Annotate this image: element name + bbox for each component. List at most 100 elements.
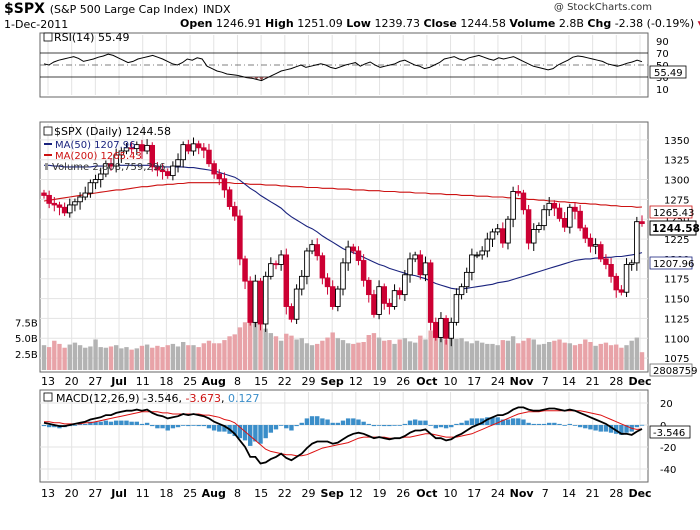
- candle: [242, 255, 248, 290]
- open-value: 1246.91: [216, 17, 262, 30]
- x-axis-label: 21: [586, 375, 600, 388]
- macd-histogram-bar: [52, 425, 57, 428]
- x-axis-label: 24: [491, 487, 505, 500]
- candle: [407, 252, 413, 283]
- candle: [371, 289, 377, 318]
- candle-body: [613, 275, 619, 291]
- collapse-icon[interactable]: [43, 32, 53, 42]
- candle: [149, 142, 156, 172]
- x-axis-label: 11: [136, 487, 150, 500]
- candle: [479, 246, 485, 260]
- macd-histogram-bar: [77, 423, 83, 425]
- collapse-icon[interactable]: [43, 126, 53, 136]
- price-axis-tick: 1100: [664, 334, 689, 345]
- price-axis-tick: 1125: [664, 314, 689, 325]
- macd-histogram-bar: [500, 419, 506, 425]
- candle: [299, 270, 305, 296]
- candle-body: [268, 263, 274, 277]
- macd-histogram-bar: [490, 417, 495, 425]
- volume-bar: [150, 347, 155, 370]
- macd-histogram-bar: [423, 420, 428, 425]
- candle-body: [299, 275, 305, 290]
- volume-bar: [175, 346, 181, 370]
- candle: [201, 143, 207, 159]
- volume-bar: [557, 339, 562, 370]
- volume-bar: [227, 336, 232, 370]
- rsi-axis-tick: 90: [656, 37, 669, 48]
- macd-histogram-bar: [108, 421, 114, 425]
- x-axis-label: 26: [396, 487, 410, 500]
- candle: [438, 312, 444, 343]
- candle-body: [598, 244, 604, 260]
- candle: [211, 160, 217, 179]
- x-axis-label: 20: [65, 375, 79, 388]
- macd-histogram-bar: [510, 418, 516, 425]
- candle: [422, 256, 429, 282]
- candle: [175, 153, 181, 173]
- volume-bar: [500, 340, 506, 370]
- candle: [366, 277, 372, 303]
- quote-stats: Open 1246.91 High 1251.09 Low 1239.73 Cl…: [180, 17, 700, 30]
- candle: [87, 179, 94, 198]
- x-axis-label: 14: [562, 375, 576, 388]
- x-axis-label: Oct: [416, 487, 437, 500]
- candle: [283, 248, 290, 315]
- candle: [484, 232, 491, 258]
- candle-body: [46, 194, 52, 204]
- candle: [324, 273, 331, 295]
- candle-body: [262, 275, 269, 325]
- macd-histogram-bar: [562, 425, 567, 426]
- x-axis-label: 27: [88, 375, 102, 388]
- candle-body: [278, 254, 284, 265]
- macd-histogram-bar: [588, 425, 593, 430]
- candle-body: [494, 228, 501, 233]
- volume-bar: [248, 319, 253, 370]
- price-legend: $SPX (Daily) 1244.58 MA(50) 1207.96 MA(2…: [43, 125, 171, 173]
- volume-bar: [485, 343, 490, 370]
- macd-histogram-bar: [479, 418, 485, 425]
- candle: [309, 239, 315, 255]
- x-axis-label: 20: [65, 487, 79, 500]
- candle: [489, 228, 496, 247]
- candle-body: [510, 191, 516, 220]
- volume-bar: [180, 342, 186, 370]
- volume-bar: [495, 345, 500, 370]
- candle: [195, 140, 202, 155]
- candle: [288, 303, 295, 323]
- candle: [128, 141, 135, 154]
- candle-body: [345, 246, 351, 264]
- candle-body: [489, 231, 496, 240]
- volume-bar: [77, 345, 83, 370]
- macd-histogram-bar: [412, 419, 418, 425]
- candle: [56, 201, 63, 216]
- macd-histogram-bar: [443, 425, 449, 429]
- macd-histogram-bar: [304, 418, 310, 425]
- x-axis-label: 26: [396, 375, 410, 388]
- macd-histogram-bar: [433, 425, 438, 429]
- volume-bar: [258, 318, 263, 370]
- macd-histogram-bar: [583, 425, 588, 429]
- collapse-icon[interactable]: [43, 392, 53, 402]
- volume-bar: [598, 343, 603, 370]
- candle-body: [77, 196, 83, 203]
- volume-bar: [438, 334, 444, 370]
- candle: [402, 270, 408, 301]
- candle: [257, 277, 264, 331]
- price-axis-tick: 1225: [664, 235, 689, 246]
- candle: [159, 163, 166, 180]
- x-axis-label: 28: [609, 375, 623, 388]
- volume-bar: [603, 342, 609, 370]
- candle: [628, 259, 635, 271]
- candle: [170, 161, 176, 181]
- candle-body: [41, 192, 47, 196]
- volume-bar: [382, 340, 387, 370]
- volume-bar: [552, 340, 557, 370]
- volume-bar: [562, 342, 567, 370]
- candle-body: [185, 144, 192, 152]
- macd-histogram-bar: [330, 422, 335, 425]
- macd-histogram-bar: [299, 422, 304, 425]
- candle: [613, 273, 619, 298]
- macd-legend-macd: -3.546: [143, 392, 178, 405]
- volume-bar: [356, 342, 361, 370]
- candle: [278, 250, 284, 271]
